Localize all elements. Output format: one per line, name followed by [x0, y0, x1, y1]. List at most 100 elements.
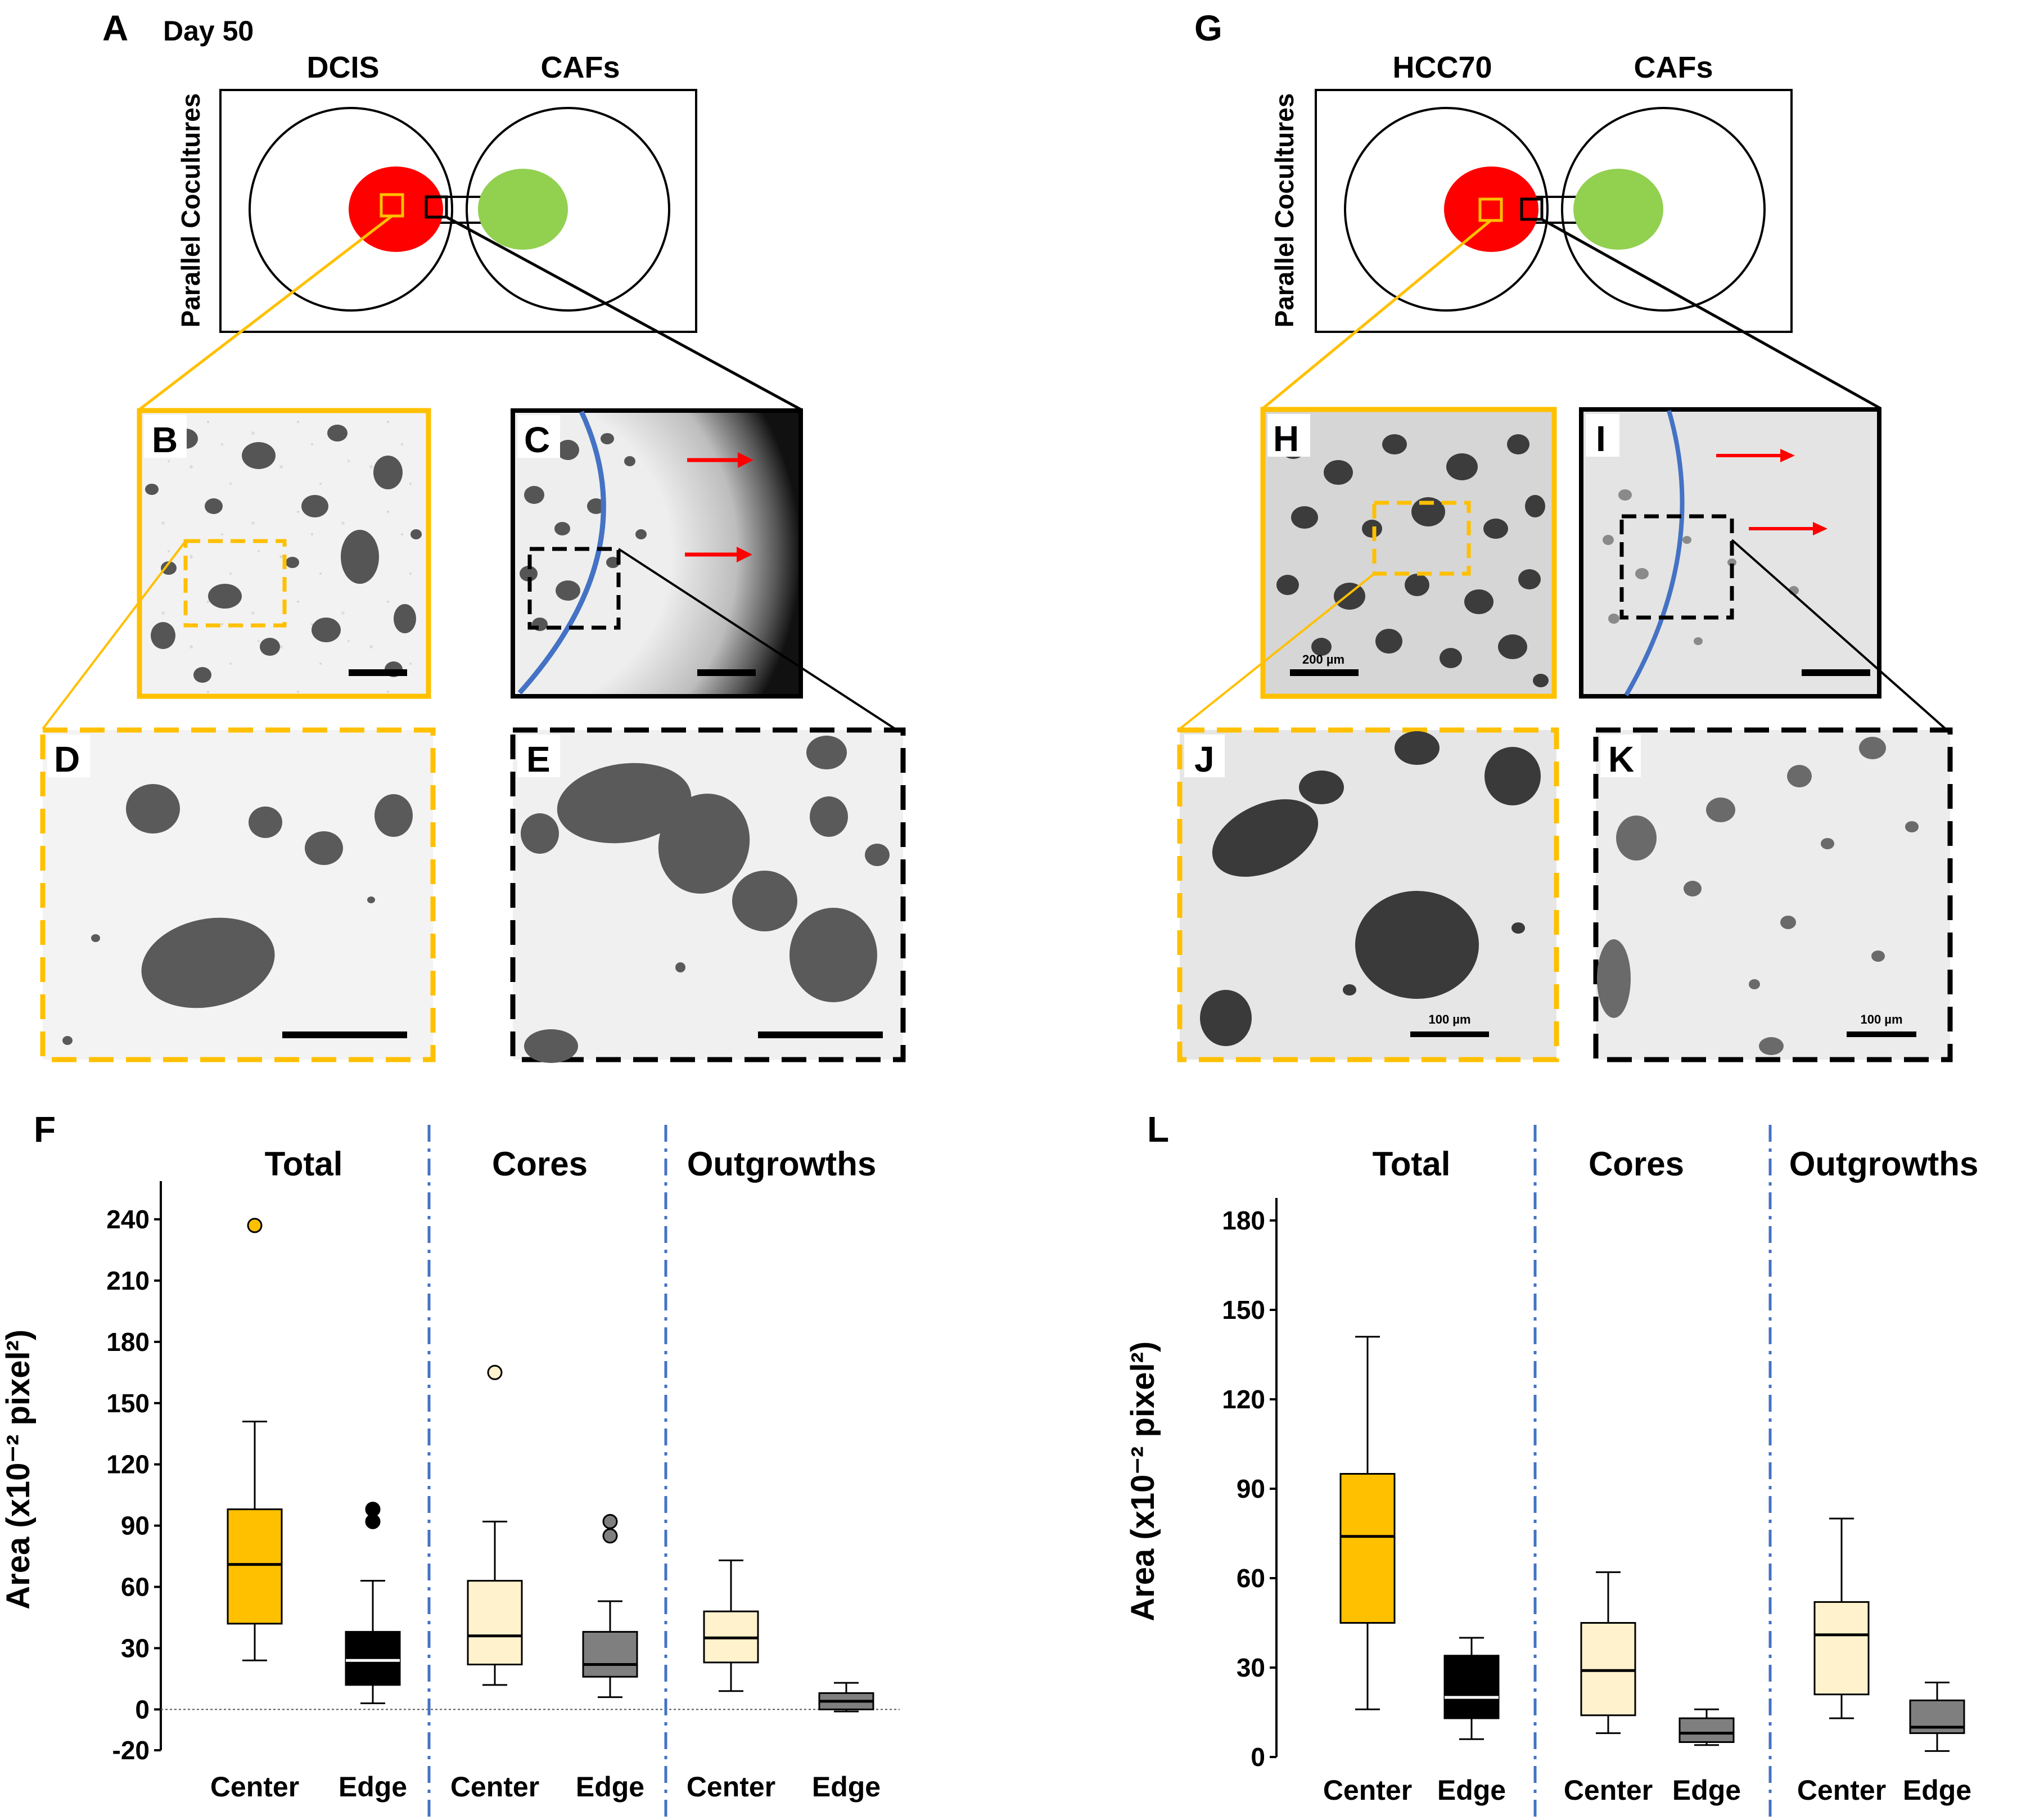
zoom-line-center-right	[1262, 219, 1492, 409]
scale-bar-e	[758, 1031, 883, 1038]
scale-bar-k	[1847, 1031, 1916, 1037]
outlier-point	[602, 1528, 618, 1544]
y-tick-label: 0	[135, 1695, 150, 1724]
organoids-c	[520, 433, 647, 631]
scale-bar-i	[1802, 669, 1870, 676]
scale-bar-j	[1410, 1031, 1489, 1037]
cafs-label-right: CAFs	[1634, 51, 1713, 84]
box-outgrowths-edge	[1909, 1682, 1965, 1752]
scale-bar-h	[1290, 669, 1359, 676]
y-tick-label: 210	[106, 1266, 150, 1295]
zoom-line-c-e	[617, 548, 896, 730]
y-tick-label: -20	[112, 1736, 150, 1765]
panel-e: E	[510, 727, 906, 1063]
side-label-right: Parallel Cocultures	[1270, 93, 1299, 328]
zoom-box-h	[1372, 501, 1471, 576]
panel-label-k: K	[1608, 739, 1634, 780]
panel-label-h: H	[1273, 418, 1299, 459]
category-label: Center	[1323, 1774, 1412, 1806]
scale-bar-b	[349, 669, 407, 676]
zoom-line-i-k	[1731, 539, 1947, 730]
panel-h: H 200 µm	[1260, 407, 1557, 699]
label-bg-i	[1586, 414, 1619, 457]
well-right-tumor	[1344, 107, 1549, 312]
outlier-point	[602, 1513, 618, 1529]
panel-j: J 100 µm	[1177, 727, 1559, 1062]
scale-label-h: 200 µm	[1302, 652, 1344, 666]
panel-label-c: C	[524, 420, 550, 460]
schematic-frame-right	[1315, 89, 1793, 333]
category-label: Edge	[1672, 1774, 1741, 1806]
panel-label-i: I	[1596, 418, 1606, 459]
y-axis-label: Area (x10⁻² pixel²)	[1125, 1341, 1161, 1621]
y-tick-label: 30	[121, 1633, 150, 1663]
group-title: Total	[265, 1145, 343, 1183]
label-bg-e	[517, 735, 560, 777]
micrograph-k	[1593, 727, 1953, 1062]
edge-region-box-left	[425, 195, 448, 219]
box-cores-center	[467, 1364, 523, 1686]
y-tick-label: 240	[106, 1205, 150, 1234]
category-label: Center	[1797, 1774, 1886, 1806]
y-tick-label: 120	[1222, 1385, 1265, 1414]
boundary-line-i	[1624, 409, 1685, 697]
label-bg-b	[144, 415, 187, 458]
zoom-line-b-d	[42, 540, 187, 730]
organoids-k	[1597, 737, 1919, 1055]
box-iqr	[1813, 1601, 1870, 1696]
y-tick-label: 150	[106, 1389, 150, 1418]
arrow-i-top	[1716, 449, 1795, 462]
arrow-c-top	[687, 452, 753, 468]
panel-label-f: F	[34, 1109, 56, 1150]
scale-bar-d	[282, 1031, 407, 1038]
group-title: Outgrowths	[1789, 1145, 1979, 1183]
box-iqr	[1678, 1717, 1735, 1744]
group-title: Total	[1373, 1145, 1451, 1183]
panel-label-j: J	[1194, 739, 1215, 780]
group-title: Cores	[492, 1145, 588, 1183]
well-left-tumor	[249, 107, 453, 312]
panel-d: D	[40, 727, 436, 1062]
scale-label-k: 100 µm	[1860, 1012, 1902, 1026]
y-tick-label: 180	[106, 1327, 150, 1357]
y-tick-label: 60	[121, 1573, 150, 1602]
cafs-label-left: CAFs	[540, 51, 620, 84]
panel-a: A Day 50 DCIS CAFs Parallel Cocultures	[102, 8, 802, 411]
box-outgrowths-edge	[818, 1682, 874, 1713]
edge-region-box-right	[1520, 197, 1544, 221]
category-label: Edge	[339, 1771, 407, 1803]
y-tick-label: 180	[1222, 1206, 1265, 1235]
group-title: Outgrowths	[687, 1145, 877, 1183]
organoids-j	[1200, 731, 1541, 1046]
panel-g: G HCC70 CAFs Parallel Cocultures	[1194, 8, 1881, 410]
box-iqr	[582, 1630, 638, 1678]
y-axis-label: Area (x10⁻² pixel²)	[0, 1330, 37, 1610]
zoom-box-c	[527, 547, 621, 630]
box-plot-f: -20 0 30 60 90 120 150 180 210 240 Area (x10⁻² pix…	[0, 1125, 900, 1817]
box-outgrowths-center	[1813, 1517, 1870, 1719]
outlier-point	[365, 1502, 381, 1517]
category-label: Center	[687, 1771, 775, 1803]
day-label: Day 50	[163, 15, 254, 47]
arrow-c-bottom	[685, 547, 752, 562]
y-tick-label: 150	[1222, 1295, 1265, 1325]
well-left-caf	[466, 107, 670, 312]
scale-label-j: 100 µm	[1428, 1012, 1470, 1026]
category-label: Center	[1564, 1774, 1653, 1806]
organoids-e	[521, 736, 890, 1063]
box-iqr	[467, 1580, 523, 1666]
panel-label-g: G	[1194, 8, 1222, 48]
box-plot-l: 0 30 60 90 120 150 180 Area (x10⁻² pixel²) Total…	[1125, 1125, 1978, 1817]
caf-culture-right	[1573, 169, 1663, 250]
y-tick-label: 90	[1237, 1474, 1265, 1503]
organoids-d	[62, 784, 413, 1045]
boundary-line-c	[517, 411, 606, 695]
box-cores-edge	[582, 1513, 638, 1699]
box-cores-edge	[1678, 1708, 1735, 1746]
category-label: Edge	[576, 1771, 644, 1803]
panel-l-chart: L 0 30 60 90 120 150 180 Area (x10⁻² pixel²) Tot…	[1125, 1109, 1978, 1817]
outlier-point	[487, 1364, 503, 1380]
panel-b: B	[137, 408, 431, 699]
side-label-left: Parallel Cocultures	[176, 93, 205, 328]
